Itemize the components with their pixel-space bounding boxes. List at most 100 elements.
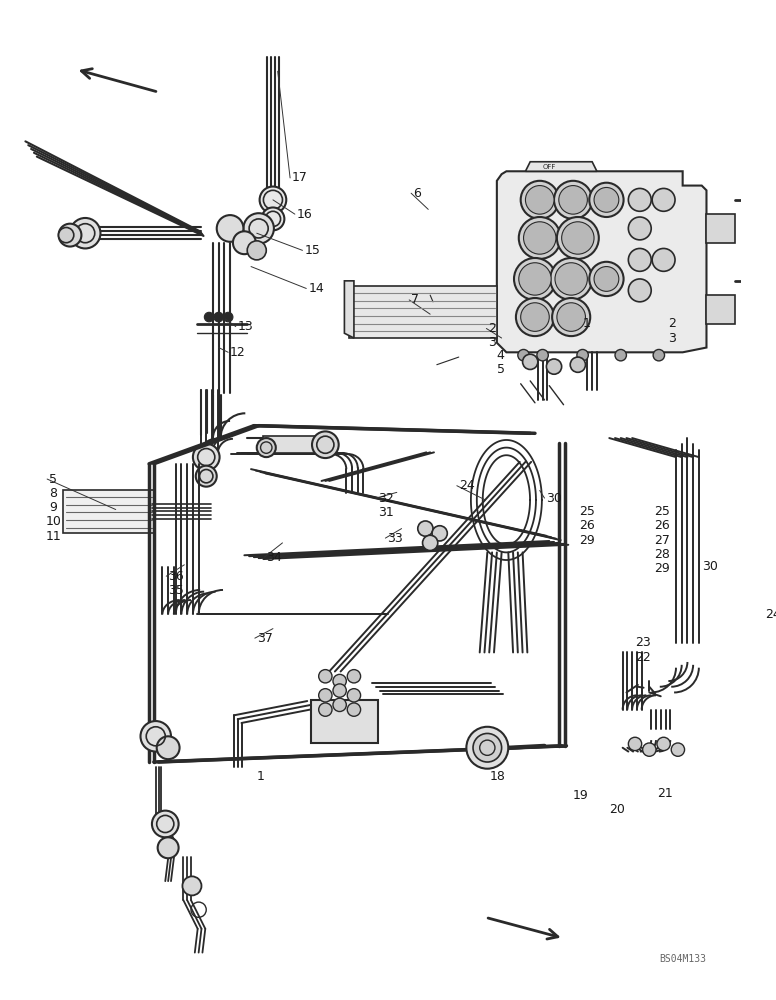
Circle shape [217,215,244,242]
Circle shape [521,303,549,331]
Text: 26: 26 [579,519,594,532]
Circle shape [152,811,178,837]
Circle shape [589,183,624,217]
Circle shape [629,217,651,240]
Circle shape [333,684,346,697]
Text: 15: 15 [304,244,320,257]
Polygon shape [345,281,354,338]
Circle shape [262,207,284,230]
Circle shape [158,837,178,858]
Circle shape [562,222,594,254]
Circle shape [193,444,220,470]
Circle shape [260,187,286,213]
Circle shape [657,737,670,751]
Bar [263,436,316,453]
Circle shape [525,186,554,214]
Bar [706,214,735,243]
Circle shape [333,674,346,688]
Text: 18: 18 [489,770,505,783]
Circle shape [70,218,100,248]
Circle shape [629,279,651,302]
Text: 30: 30 [546,492,563,505]
Circle shape [653,349,664,361]
Text: 2: 2 [488,322,496,335]
Circle shape [629,737,642,751]
Text: 2: 2 [668,317,676,330]
Text: 34: 34 [266,551,282,564]
Circle shape [643,743,656,756]
Text: 32: 32 [378,492,393,505]
Circle shape [589,262,624,296]
Text: 25: 25 [654,505,670,518]
Text: 29: 29 [579,534,594,547]
Circle shape [348,703,361,716]
Text: 11: 11 [46,530,62,543]
Circle shape [537,349,549,361]
Circle shape [557,303,585,331]
Text: 25: 25 [579,505,594,518]
Circle shape [594,187,618,212]
Text: 5: 5 [49,473,57,486]
Circle shape [214,312,223,322]
Circle shape [559,186,587,214]
Circle shape [196,466,217,487]
Text: 17: 17 [292,171,308,184]
Circle shape [522,354,538,369]
Circle shape [473,733,501,762]
Circle shape [518,349,529,361]
Polygon shape [64,490,154,533]
Circle shape [552,298,591,336]
Text: 24: 24 [766,608,776,621]
Text: 37: 37 [257,632,272,645]
Circle shape [140,721,171,752]
Circle shape [554,181,592,219]
Text: 4: 4 [497,349,504,362]
Circle shape [58,227,74,243]
Text: 3: 3 [668,332,676,345]
Circle shape [348,689,361,702]
Text: 8: 8 [49,487,57,500]
Bar [311,700,378,743]
Circle shape [519,263,551,295]
Circle shape [223,312,233,322]
Circle shape [550,258,592,300]
Text: 29: 29 [654,562,670,575]
Circle shape [58,224,81,247]
Circle shape [514,258,556,300]
Bar [349,286,497,338]
Text: 24: 24 [459,479,474,492]
Circle shape [546,359,562,374]
Circle shape [652,248,675,271]
Circle shape [248,241,266,260]
Circle shape [521,181,559,219]
Text: 27: 27 [654,534,670,547]
Text: 22: 22 [635,651,651,664]
Circle shape [233,231,256,254]
Text: 1: 1 [257,770,265,783]
Circle shape [615,349,626,361]
Circle shape [524,222,556,254]
Text: 12: 12 [230,346,246,359]
Circle shape [333,698,346,712]
Text: 13: 13 [237,320,254,333]
Circle shape [319,670,332,683]
Text: 36: 36 [168,570,184,583]
Circle shape [570,357,585,372]
Circle shape [204,312,214,322]
Text: 19: 19 [573,789,589,802]
Circle shape [577,349,588,361]
Text: BS04M133: BS04M133 [660,954,706,964]
Circle shape [423,535,438,550]
Text: 28: 28 [654,548,670,561]
Circle shape [157,736,179,759]
Circle shape [182,876,202,895]
Text: OFF: OFF [542,164,556,170]
Circle shape [519,217,561,259]
Text: 20: 20 [609,803,625,816]
Text: 16: 16 [296,208,313,221]
Polygon shape [525,162,597,171]
Circle shape [671,743,684,756]
Text: 3: 3 [488,336,496,349]
Text: 23: 23 [635,636,651,649]
Circle shape [257,438,275,457]
